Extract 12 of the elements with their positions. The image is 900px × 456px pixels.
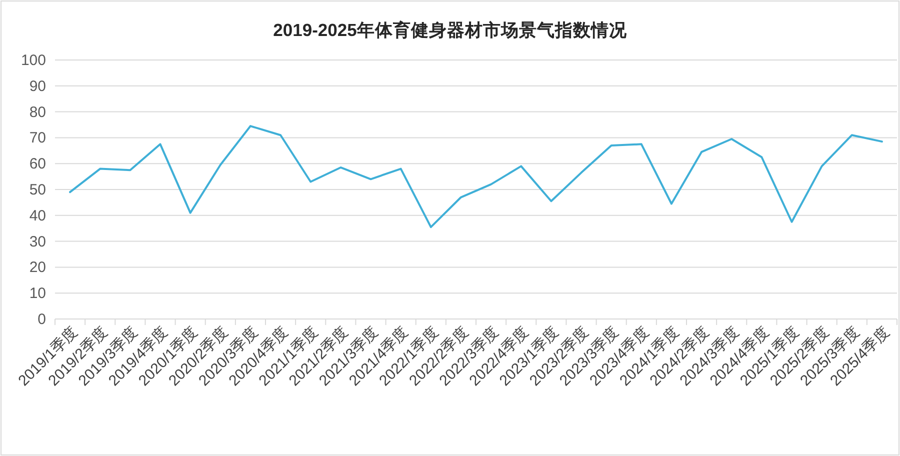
- y-tick-label: 30: [29, 233, 46, 250]
- y-tick-label: 90: [29, 78, 46, 95]
- y-tick-label: 50: [29, 182, 46, 198]
- title: 2019-2025年体育健身器材市场景气指数情况: [273, 20, 627, 40]
- y-tick-label: 100: [20, 52, 46, 69]
- y-tick-label: 40: [29, 207, 46, 224]
- y-tick-label: 0: [38, 311, 46, 328]
- y-tick-label: 10: [29, 285, 46, 302]
- y-tick-label: 60: [29, 156, 46, 173]
- y-tick-label: 80: [29, 104, 46, 121]
- y-tick-label: 20: [29, 259, 46, 276]
- y-tick-label: 70: [29, 130, 46, 147]
